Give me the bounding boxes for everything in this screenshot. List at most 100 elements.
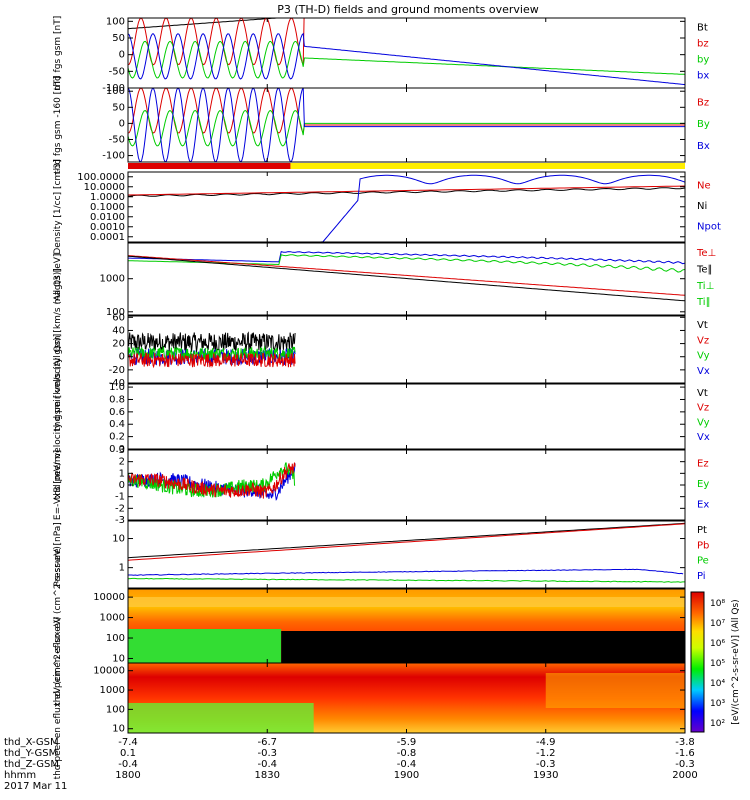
panel-temp: 1000 100 magt3 [eV] Te⊥ Te∥ Ti⊥ Ti∥ bbox=[53, 242, 716, 318]
y-tick-label: 50 bbox=[112, 102, 125, 113]
x-tick-label-time: 1900 bbox=[394, 770, 419, 781]
legend-label: Ey bbox=[697, 479, 709, 490]
series-line-Ti-par bbox=[128, 254, 685, 273]
y-tick-label: 100 bbox=[106, 307, 125, 318]
y-axis-label: Pressure [nPa] bbox=[53, 522, 63, 587]
colorbar-tick-label: 10⁷ bbox=[710, 619, 725, 629]
legend-label: Pb bbox=[697, 540, 709, 551]
plot-area-fgs bbox=[128, 18, 685, 86]
x-tick-label-z: -0.3 bbox=[536, 759, 556, 770]
panel-frame bbox=[127, 171, 686, 243]
panel-ion_spec: 10000 1000 100 10 thd peir en eflux eV (cm^2… bbox=[53, 546, 686, 706]
y-tick-label: 100.0000 bbox=[77, 172, 125, 183]
x-axis-row-label: thd_Y-GSM bbox=[4, 748, 57, 759]
y-tick-label: 0.4 bbox=[109, 419, 125, 430]
legend-label: Vy bbox=[697, 417, 710, 428]
x-tick-label-x: -3.8 bbox=[675, 737, 695, 748]
y-axis-label: magt3 [eV] bbox=[53, 254, 63, 305]
series-line-Vz bbox=[128, 352, 296, 369]
y-tick-label: -40 bbox=[109, 378, 125, 389]
y-tick-label: 2 bbox=[119, 457, 125, 468]
series-line-Te-par bbox=[128, 255, 685, 302]
colorbar-gradient-rect bbox=[690, 591, 705, 733]
x-axis-row-label: thd_X-GSM bbox=[4, 737, 59, 748]
y-tick-label: 10000 bbox=[93, 592, 125, 603]
y-tick-label: 100 bbox=[106, 86, 125, 97]
plot-area-density bbox=[128, 174, 685, 242]
series-line-Te-perp bbox=[128, 255, 685, 296]
panel-ve: 1.00.8 0.60.4 0.20.0 thd peer velocity gsm … bbox=[53, 334, 710, 500]
y-tick-label: 1 bbox=[119, 468, 125, 479]
colorbar-tick-label: 10⁴ bbox=[710, 679, 725, 689]
series-line-bx bbox=[128, 32, 685, 86]
y-tick-label: -3 bbox=[115, 515, 125, 526]
y-tick-label: -2 bbox=[115, 503, 125, 514]
y-tick-label: -1 bbox=[115, 492, 125, 503]
y-axis-label: Density [1/cc] [cm-3] bbox=[53, 159, 63, 254]
legend-label: Vt bbox=[697, 388, 708, 399]
x-tick-label-z: -0.3 bbox=[675, 759, 695, 770]
legend-label: Te∥ bbox=[696, 264, 713, 275]
legend-label: Pi bbox=[697, 571, 706, 582]
y-tick-label: 0 bbox=[119, 118, 125, 129]
y-axis-label: thd peir en eflux eV (cm^2-s-sr-eV) bbox=[53, 546, 63, 706]
y-tick-label: 10 bbox=[112, 534, 125, 545]
y-tick-label: 100 bbox=[106, 16, 125, 27]
y-axis-label: thd peer velocity gsm [km/s (All Qs)] bbox=[53, 334, 63, 500]
y-axis-label: thd peir velocity gsm [km/s (All Qs)] bbox=[53, 268, 63, 431]
panel-elec_spec: 10000 1000 100 10 thd peer en eflux eV (cm^2… bbox=[53, 617, 686, 779]
legend-label: Pe bbox=[697, 556, 709, 567]
x-tick-label-time: 1930 bbox=[533, 770, 558, 781]
legend-label: bx bbox=[697, 70, 709, 81]
legend-label: Ez bbox=[697, 458, 709, 469]
x-tick-label-y: 0.1 bbox=[120, 748, 136, 759]
legend-label: Te⊥ bbox=[696, 248, 716, 259]
panel-pressure: 10 1 Pressure [nPa] Pt Pb Pe Pi bbox=[53, 520, 709, 589]
y-tick-label: -100 bbox=[102, 151, 125, 162]
legend-label: Bx bbox=[697, 141, 710, 152]
legend-label: by bbox=[697, 55, 709, 66]
legend-label: Ex bbox=[697, 500, 709, 511]
series-line-Pi bbox=[128, 568, 684, 576]
series-line-Pt bbox=[128, 522, 685, 559]
x-tick-label-z: -0.4 bbox=[118, 759, 138, 770]
series-line-Npot bbox=[128, 174, 685, 242]
x-tick-label-time: 2000 bbox=[672, 770, 697, 781]
y-tick-label: 0.8 bbox=[109, 394, 125, 405]
y-axis-label: thd fgs gsm [nT] bbox=[53, 16, 63, 91]
colorbar: 10⁸ 10⁷ 10⁶ 10⁵ 10⁴ 10³ 10² [eV/(cm^2-s-sr-eV)]… bbox=[690, 591, 741, 733]
panel-vi: 60 40 20 0 -20 -40 thd peir velocity gsm [km/s… bbox=[53, 268, 710, 431]
panel-frame bbox=[127, 383, 686, 450]
legend-label: Ni bbox=[697, 201, 707, 212]
x-tick-label-y: -1.6 bbox=[675, 748, 695, 759]
status-bar-yellow bbox=[290, 163, 685, 169]
y-tick-label: 0 bbox=[119, 352, 125, 363]
plot-area-elec_spec bbox=[128, 663, 685, 733]
y-tick-label: 1.0000 bbox=[90, 192, 125, 203]
y-tick-label: 0 bbox=[119, 50, 125, 61]
x-tick-label-x: -5.9 bbox=[397, 737, 417, 748]
ion-high-band bbox=[128, 597, 685, 607]
x-tick-label-y: -0.3 bbox=[257, 748, 277, 759]
series-line-by bbox=[128, 40, 685, 79]
y-tick-label: 0 bbox=[119, 480, 125, 491]
plot-area-pressure bbox=[128, 522, 685, 583]
x-tick-label-x: -4.9 bbox=[536, 737, 556, 748]
y-tick-label: 50 bbox=[112, 33, 125, 44]
figure-title: P3 (TH-D) fields and ground moments over… bbox=[277, 3, 539, 16]
legend-label: Pt bbox=[697, 525, 707, 536]
y-tick-label: -20 bbox=[109, 365, 125, 376]
colorbar-tick-label: 10⁵ bbox=[710, 659, 725, 669]
y-tick-label: -100 bbox=[102, 83, 125, 94]
y-tick-label: 10000 bbox=[93, 666, 125, 677]
x-tick-label-z: -0.4 bbox=[397, 759, 417, 770]
legend-label: bz bbox=[697, 39, 709, 50]
y-tick-label: 10 bbox=[112, 724, 125, 735]
y-tick-label: 10.0000 bbox=[84, 182, 125, 193]
ion-black-band bbox=[281, 631, 685, 663]
y-tick-label: 0.1000 bbox=[90, 202, 125, 213]
series-line-bz bbox=[128, 18, 305, 66]
legend-label: Vz bbox=[697, 403, 709, 414]
legend-label: Vy bbox=[697, 351, 710, 362]
